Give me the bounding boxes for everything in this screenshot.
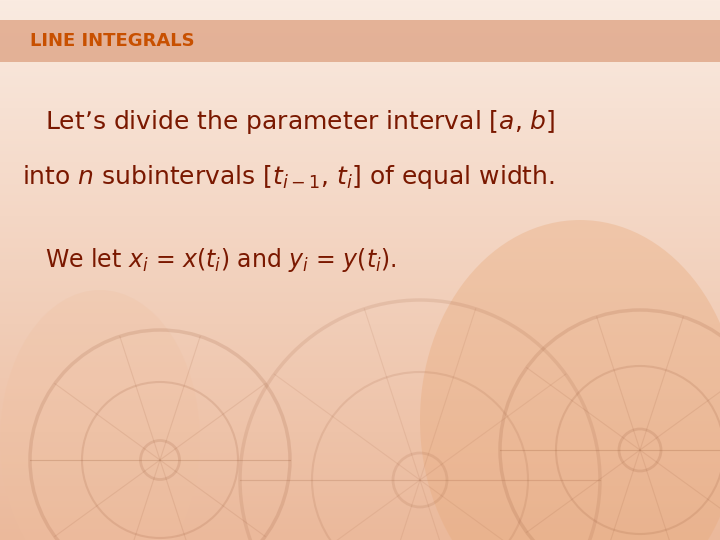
Ellipse shape [420,220,720,540]
Bar [0,20,720,62]
Text: Let’s divide the parameter interval [$a$, $b$]: Let’s divide the parameter interval [$a$… [45,108,555,136]
Ellipse shape [0,290,200,540]
Text: into $n$ subintervals [$t_{i-1}$, $t_i$] of equal width.: into $n$ subintervals [$t_{i-1}$, $t_i$]… [22,163,555,191]
Text: We let $x_i$ = $x$($t_i$) and $y_i$ = $y$($t_i$).: We let $x_i$ = $x$($t_i$) and $y_i$ = $y… [45,246,397,274]
Text: LINE INTEGRALS: LINE INTEGRALS [30,32,194,50]
